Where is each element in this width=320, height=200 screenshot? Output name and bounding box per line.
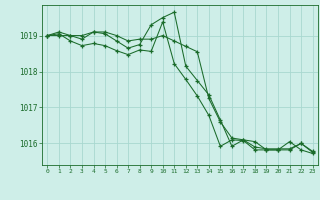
- Text: Graphe pression niveau de la mer (hPa): Graphe pression niveau de la mer (hPa): [58, 188, 262, 198]
